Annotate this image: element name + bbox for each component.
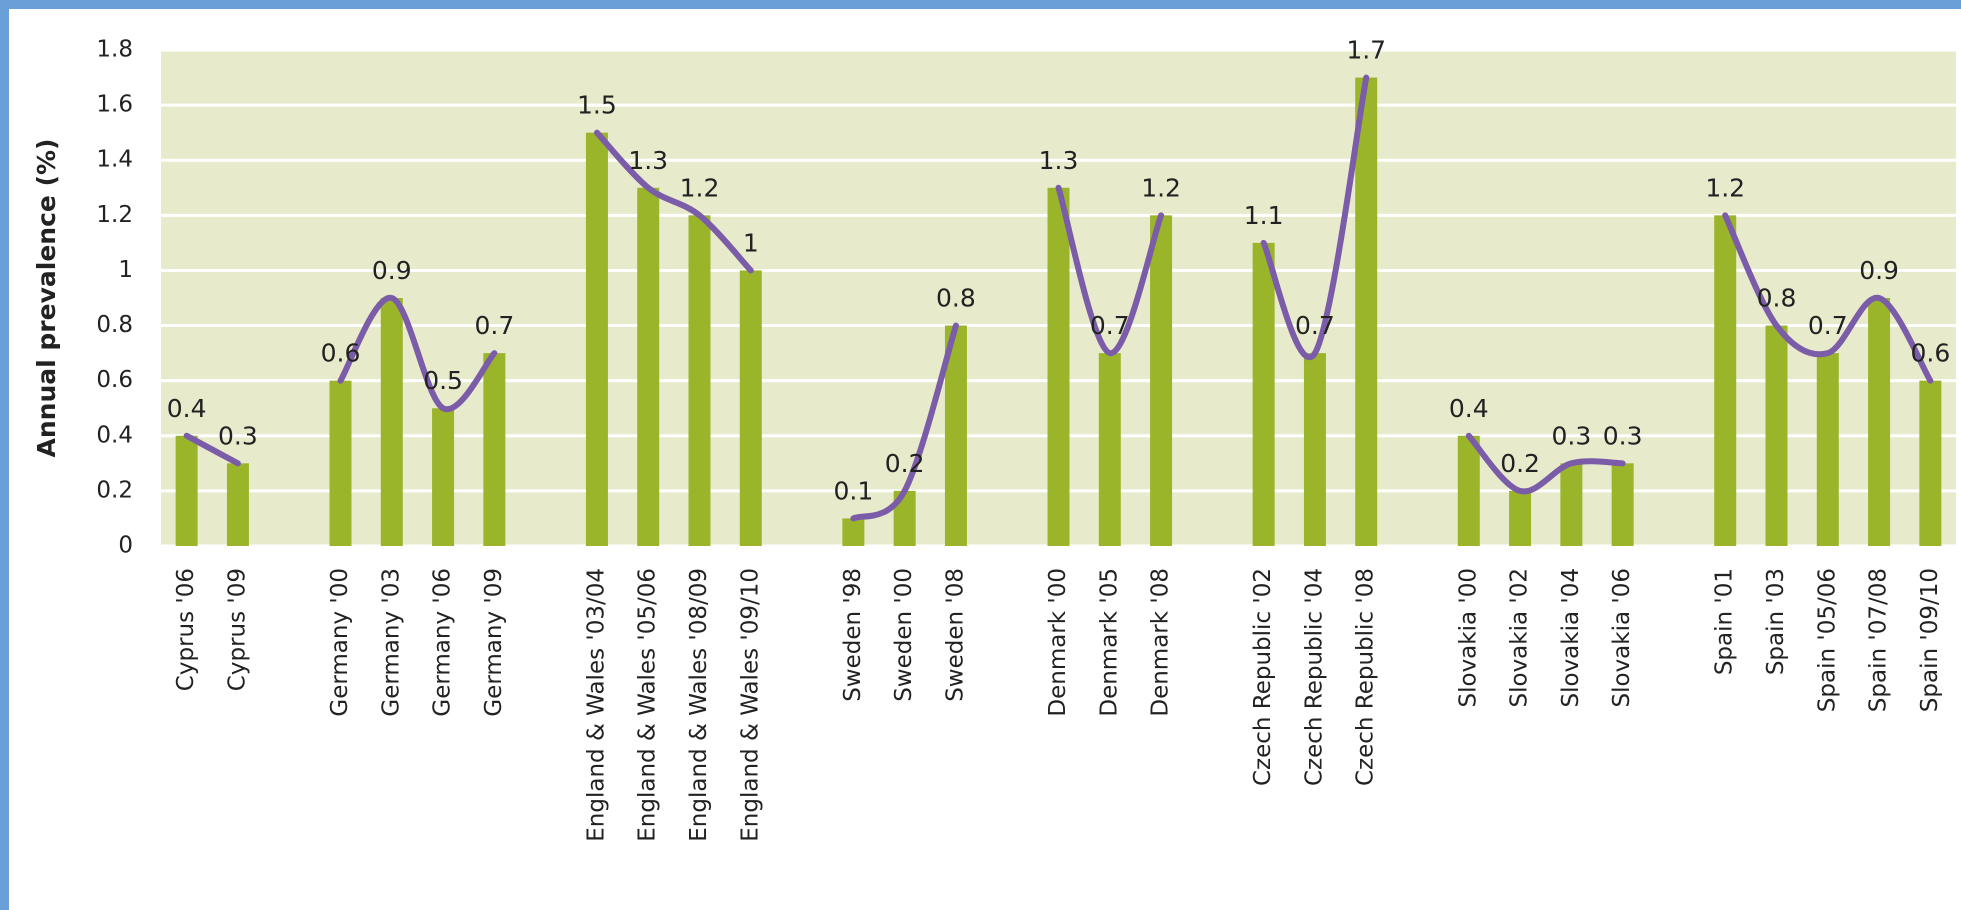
y-tick-label: 1.6 [96,92,133,118]
x-tick-label: Sweden '08 [942,568,968,702]
bar [432,408,455,546]
bar [585,132,608,546]
data-label: 0.4 [167,394,207,423]
frame-left [0,0,9,910]
x-tick-label: Spain '03 [1763,568,1789,675]
x-tick-label: Cyprus '09 [224,568,250,691]
x-tick-label: Slovakia '02 [1507,568,1533,707]
trend-line [183,74,1934,522]
x-tick-label: Denmark '08 [1148,568,1174,717]
bar [1868,298,1891,546]
bar [1150,215,1173,547]
x-tick-label: Spain '09/10 [1917,568,1943,712]
y-tick-label: 0.6 [96,367,133,393]
data-label: 0.3 [218,421,258,450]
bar [1047,187,1070,546]
x-tick-label: Denmark '05 [1096,568,1122,717]
data-label: 1.5 [577,91,617,120]
x-tick-label: Sweden '98 [840,568,866,702]
x-tick-label: Czech Republic '04 [1301,568,1327,786]
x-tick-label: Slovakia '04 [1558,568,1584,707]
data-label: 1.7 [1346,36,1386,65]
data-label: 0.6 [321,339,361,368]
bar [380,298,403,546]
data-label: 0.4 [1449,394,1489,423]
data-label: 1.3 [628,146,668,175]
y-tick-label: 1.4 [96,147,133,173]
bar [1714,215,1737,547]
y-tick-label: 0.4 [96,422,133,448]
bar [944,325,967,546]
data-label: 1.2 [1141,173,1181,202]
data-label: 1.1 [1244,201,1284,230]
x-tick-label: Czech Republic '02 [1250,568,1276,786]
x-tick-label: Slovakia '00 [1455,568,1481,707]
data-label: 0.2 [1500,449,1540,478]
data-label: 0.9 [1859,256,1899,285]
data-label: 0.5 [423,366,463,395]
bar [483,353,506,546]
data-label: 0.3 [1603,421,1643,450]
x-tick-label: England & Wales '03/04 [583,568,609,842]
data-label: 1.2 [680,173,720,202]
bar [1252,242,1275,546]
bar [226,463,249,546]
y-tick-label: 1.2 [96,202,133,228]
bar [1919,380,1942,546]
bar [842,518,865,546]
data-label: 0.1 [833,476,873,505]
x-tick-label: Spain '01 [1712,568,1738,675]
x-tick-label: Denmark '00 [1045,568,1071,717]
x-tick-label: Germany '06 [430,568,456,717]
x-tick-label: Germany '00 [327,568,353,717]
y-tick-label: 0.8 [96,312,133,338]
data-label: 0.7 [1295,311,1335,340]
bar [1098,353,1121,546]
bar [175,435,198,546]
bar [739,270,762,546]
y-tick-label: 0 [118,533,133,559]
x-tick-label: Cyprus '06 [173,568,199,691]
y-tick-label: 0.2 [96,477,133,503]
data-label: 0.8 [936,284,976,313]
data-label: 1.3 [1039,146,1079,175]
bar [688,215,711,547]
data-label: 0.7 [1808,311,1848,340]
data-label: 0.2 [885,449,925,478]
x-tick-label: England & Wales '05/06 [635,568,661,842]
bar [1457,435,1480,546]
data-label: 0.9 [372,256,412,285]
bar [1765,325,1788,546]
x-tick-label: Slovakia '06 [1609,568,1635,707]
x-tick-label: England & Wales '08/09 [686,568,712,842]
bar [637,187,660,546]
bar [1560,463,1583,546]
bar [329,380,352,546]
y-axis-label: Annual prevalence (%) [32,139,61,458]
x-tick-label: Germany '09 [481,568,507,717]
x-tick-label: Spain '07/08 [1866,568,1892,712]
bar [1509,490,1532,546]
y-tick-label: 1.8 [96,37,133,63]
x-tick-label: Sweden '00 [891,568,917,702]
data-label: 1 [743,228,759,257]
x-tick-label: Germany '03 [378,568,404,717]
data-label: 0.3 [1551,421,1591,450]
x-tick-label: England & Wales '09/10 [737,568,763,842]
frame-top [0,0,1961,9]
data-label: 0.8 [1757,284,1797,313]
data-label: 0.7 [1090,311,1130,340]
y-tick-label: 1 [118,257,133,283]
data-label: 0.7 [474,311,514,340]
x-tick-label: Czech Republic '08 [1353,568,1379,786]
bar [893,490,916,546]
bar [1355,77,1378,547]
bar [1611,463,1634,546]
data-label: 1.2 [1705,173,1745,202]
data-label: 0.6 [1910,339,1950,368]
x-tick-label: Spain '05/06 [1814,568,1840,712]
bar [1303,353,1326,546]
bar [1816,353,1839,546]
